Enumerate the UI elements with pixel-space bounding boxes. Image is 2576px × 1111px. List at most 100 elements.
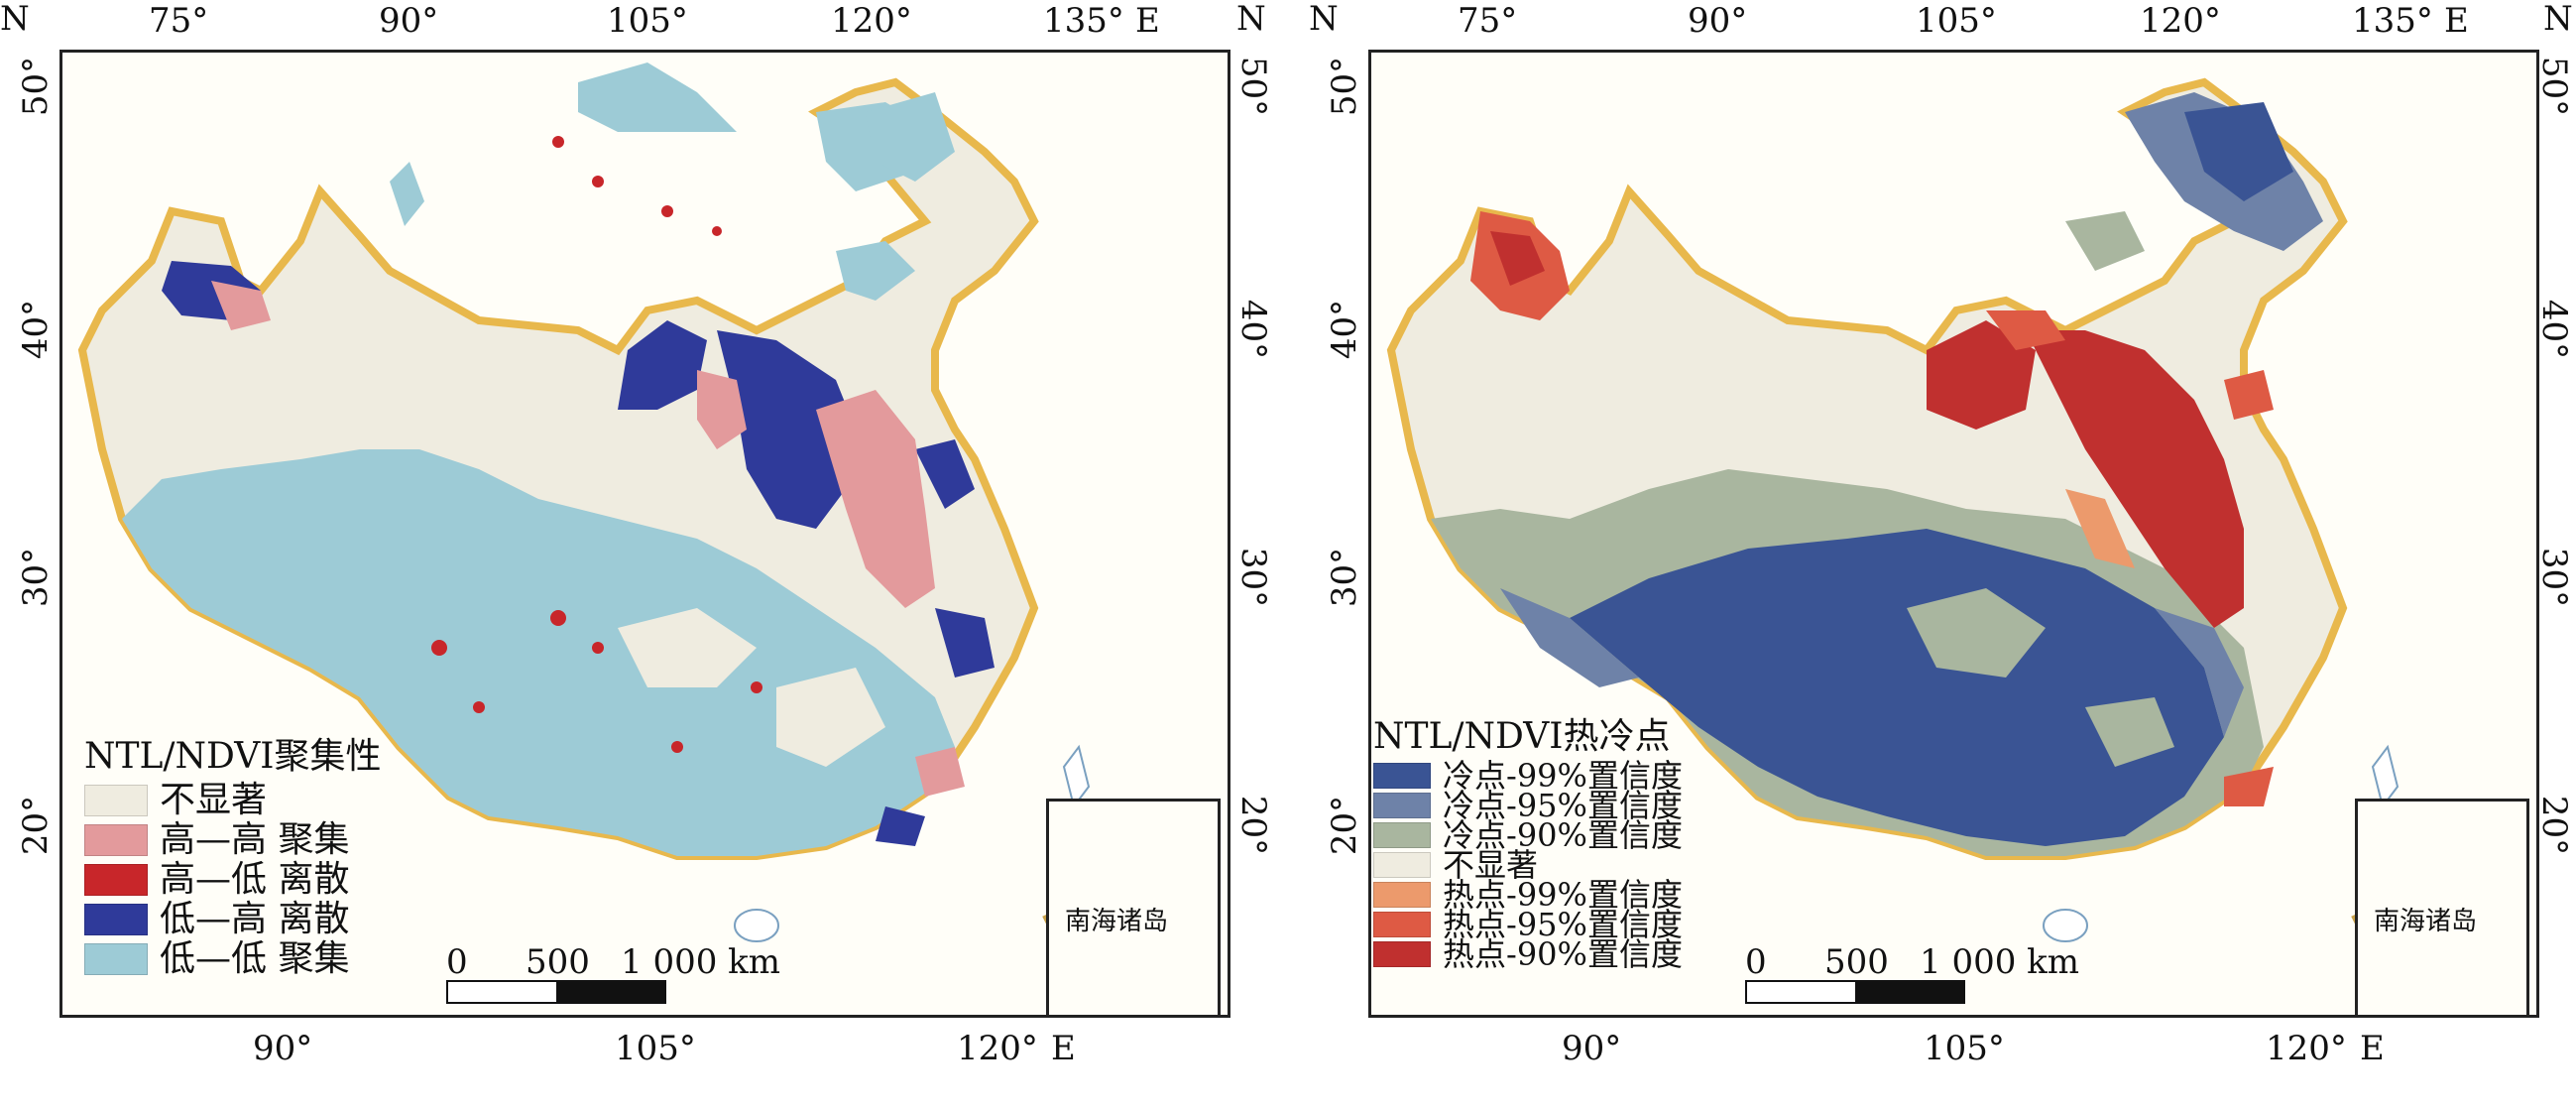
legend-item: 不显著 bbox=[84, 781, 382, 820]
low-high-region bbox=[876, 806, 925, 846]
high-low-spot bbox=[751, 681, 762, 693]
inset-map: 南海诸岛 bbox=[2355, 799, 2529, 1018]
low-high-region bbox=[915, 439, 975, 509]
high-high-region bbox=[211, 281, 271, 330]
top-lon-tick: 75° bbox=[1458, 1, 1518, 41]
inset-label: 南海诸岛 bbox=[2374, 907, 2478, 936]
lat-tick-right: 40° bbox=[2534, 299, 2575, 360]
map-area bbox=[1368, 50, 2539, 1018]
legend-label: 冷点-90%置信度 bbox=[1443, 816, 1683, 854]
top-east-label: E bbox=[2444, 1, 2469, 41]
high-low-spot bbox=[592, 176, 604, 187]
lat-tick: 30° bbox=[1325, 547, 1365, 608]
hot-99-region bbox=[2065, 489, 2135, 568]
hot-95-region bbox=[2224, 767, 2274, 806]
bottom-lon-tick: 105° bbox=[615, 1029, 696, 1068]
lat-tick: 20° bbox=[1325, 795, 1365, 856]
legend-item: 冷点-95%置信度 bbox=[1373, 787, 1683, 824]
legend-label: 高—低 离散 bbox=[160, 859, 350, 900]
legend-item: 低—低 聚集 bbox=[84, 939, 382, 979]
lat-tick: 20° bbox=[16, 795, 57, 856]
cold-99-region bbox=[2184, 102, 2293, 201]
map-panel-right: N 75° 90° 105° 120° 135° E N 50° 40° 30°… bbox=[1309, 0, 2574, 1111]
legend-swatch bbox=[1373, 763, 1431, 789]
bottom-east-label: E bbox=[2360, 1029, 2385, 1068]
top-lon-tick: 105° bbox=[607, 1, 688, 41]
legend-swatch bbox=[1373, 912, 1431, 937]
north-letter: N bbox=[1309, 0, 1339, 39]
cold-90-region bbox=[2065, 211, 2145, 271]
china-cluster-map bbox=[77, 62, 1091, 996]
legend-swatch bbox=[1373, 822, 1431, 848]
high-low-spot bbox=[661, 205, 673, 217]
lat-tick-right: 50° bbox=[2534, 56, 2575, 117]
legend-item: 高—低 离散 bbox=[84, 860, 382, 900]
lat-tick-right: 40° bbox=[1233, 299, 1274, 360]
lat-tick: 50° bbox=[16, 56, 57, 117]
legend-title: NTL/NDVI聚集性 bbox=[84, 736, 382, 777]
top-east-label: E bbox=[1135, 1, 1160, 41]
inset-label: 南海诸岛 bbox=[1065, 907, 1169, 936]
low-high-region bbox=[935, 608, 995, 678]
hot-95-region bbox=[1986, 310, 2065, 350]
legend-swatch bbox=[84, 824, 148, 856]
high-low-spot bbox=[712, 226, 722, 236]
lat-tick-right: 20° bbox=[2534, 795, 2575, 856]
legend-item: 高—高 聚集 bbox=[84, 820, 382, 860]
north-letter: N bbox=[0, 0, 30, 39]
legend-swatch bbox=[1373, 882, 1431, 908]
legend: NTL/NDVI聚集性 不显著 高—高 聚集 高—低 离散 低—高 离散 低—低… bbox=[84, 739, 382, 979]
north-letter-right: N bbox=[2543, 0, 2573, 39]
legend-item: 低—高 离散 bbox=[84, 900, 382, 939]
hot-90-region bbox=[2026, 330, 2244, 628]
map-panel-left: N 75° 90° 105° 120° 135° E N 50° 40° 30°… bbox=[0, 0, 1273, 1111]
hainan-island bbox=[2043, 909, 2088, 942]
low-low-region bbox=[836, 241, 915, 301]
hot-90-region bbox=[1927, 320, 2036, 430]
legend: NTL/NDVI热冷点 冷点-99%置信度 冷点-95%置信度 冷点-90%置信… bbox=[1373, 719, 1683, 970]
legend-label: 不显著 bbox=[1443, 846, 1539, 884]
legend-label: 高—高 聚集 bbox=[160, 819, 350, 860]
china-hotspot-map bbox=[1386, 77, 2400, 996]
legend-label: 热点-99%置信度 bbox=[1443, 876, 1683, 914]
hot-95-region bbox=[2224, 370, 2274, 420]
legend-swatch bbox=[1373, 852, 1431, 878]
high-high-region bbox=[697, 370, 747, 449]
top-lon-tick: 75° bbox=[149, 1, 209, 41]
top-lon-tick: 90° bbox=[379, 1, 439, 41]
bottom-lon-tick: 120° bbox=[2266, 1029, 2347, 1068]
low-high-region bbox=[717, 330, 856, 529]
legend-label: 冷点-95%置信度 bbox=[1443, 787, 1683, 824]
map-area bbox=[59, 50, 1230, 1018]
legend-swatch bbox=[84, 785, 148, 816]
legend-item: 热点-90%置信度 bbox=[1373, 938, 1683, 970]
scale-bar: 0 500 1 000 km bbox=[1745, 942, 2079, 1004]
legend-label: 热点-95%置信度 bbox=[1443, 906, 1683, 943]
bottom-lon-tick: 120° bbox=[957, 1029, 1038, 1068]
scale-label: 500 bbox=[526, 942, 590, 982]
high-low-spot bbox=[671, 741, 683, 753]
cold-95-region bbox=[2155, 608, 2244, 737]
bottom-lon-tick: 105° bbox=[1924, 1029, 2005, 1068]
legend-item: 冷点-90%置信度 bbox=[1373, 816, 1683, 854]
low-low-region bbox=[866, 92, 955, 182]
top-lon-tick: 135° bbox=[1043, 1, 1124, 41]
top-lon-tick: 90° bbox=[1688, 1, 1748, 41]
scale-label: 0 bbox=[446, 942, 468, 982]
high-low-spot bbox=[552, 136, 564, 148]
insignificant-patch bbox=[618, 608, 757, 687]
scale-label: 1 000 km bbox=[1920, 942, 2079, 982]
lat-tick-right: 30° bbox=[2534, 547, 2575, 608]
legend-item: 热点-95%置信度 bbox=[1373, 906, 1683, 943]
taiwan-island bbox=[2371, 744, 2400, 809]
top-lon-tick: 120° bbox=[2140, 1, 2221, 41]
north-letter-right: N bbox=[1236, 0, 1266, 39]
lat-tick-right: 30° bbox=[1233, 547, 1274, 608]
legend-swatch bbox=[1373, 941, 1431, 967]
scale-label: 1 000 km bbox=[621, 942, 780, 982]
legend-label: 不显著 bbox=[160, 780, 268, 820]
low-high-region bbox=[618, 320, 707, 410]
high-low-spot bbox=[550, 610, 566, 626]
legend-item: 热点-99%置信度 bbox=[1373, 876, 1683, 914]
high-high-region bbox=[915, 747, 965, 797]
